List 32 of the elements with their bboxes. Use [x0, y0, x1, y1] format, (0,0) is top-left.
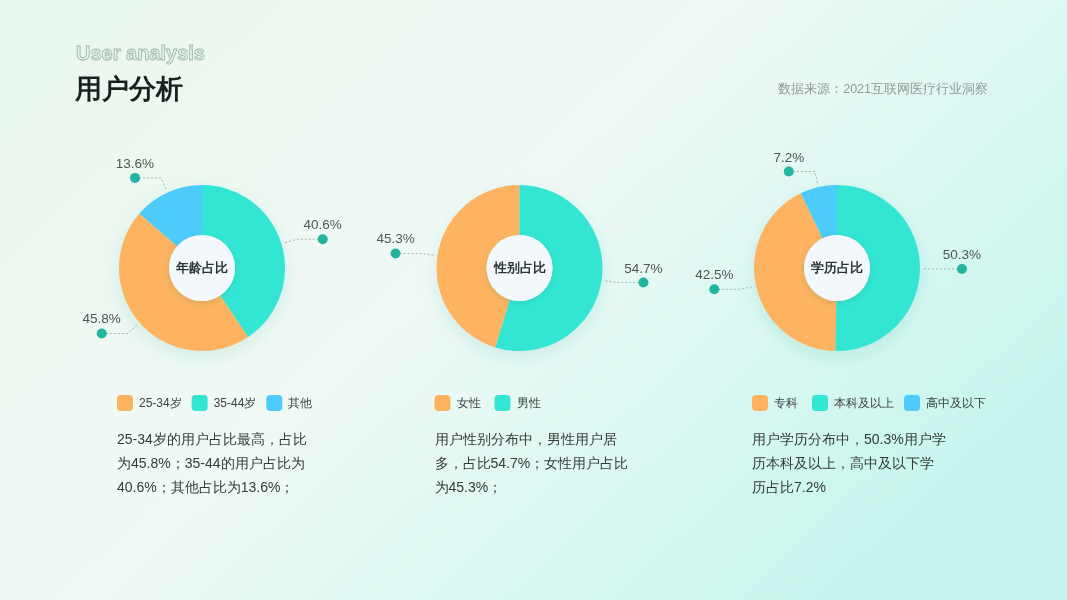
source-note: 数据来源：2021互联网医疗行业洞察 [778, 81, 988, 96]
donut-slice [436, 185, 520, 348]
text: 学历占比 [811, 261, 863, 275]
text: 年龄占比 [175, 261, 228, 275]
legend-label: 高中及以下 [926, 396, 986, 410]
text: 性别占比 [492, 261, 546, 275]
data-label: 54.7% [624, 260, 663, 276]
data-label: 45.8% [82, 311, 121, 327]
legend-label: 35-44岁 [213, 396, 257, 410]
legend-label: 男性 [516, 396, 541, 410]
donut-slice [495, 185, 603, 351]
donut-slice [202, 185, 285, 337]
donut-slice [754, 193, 837, 351]
text: 用户性别分布中，男性用户居多，占比54.7%；女性用户占比为45.3%； [434, 431, 629, 495]
data-label: 40.6% [303, 217, 342, 233]
data-label: 45.3% [376, 231, 415, 247]
legend-label: 其他 [288, 396, 313, 410]
legend-label: 女性 [456, 396, 481, 410]
text: 用户分析 [74, 74, 183, 104]
text: 用户学历分布中，50.3%用户学历本科及以上，高中及以下学历占比7.2% [752, 431, 946, 495]
text: 25-34岁的用户占比最高，占比为45.8%；35-44的用户占比为40.6%；其他占比为13.6%； [117, 431, 307, 495]
legend-label: 专科 [774, 396, 798, 410]
donut-slice [119, 213, 249, 351]
data-label: 50.3% [942, 246, 982, 262]
text: User analysis [76, 42, 205, 64]
legend-label: 25-34岁 [139, 396, 182, 410]
data-label: 42.5% [695, 267, 734, 283]
data-label: 7.2% [773, 149, 805, 165]
donut-slice [800, 185, 837, 239]
data-label: 13.6% [115, 155, 155, 171]
legend-label: 本科及以上 [834, 396, 894, 410]
donut-slice [139, 185, 202, 247]
